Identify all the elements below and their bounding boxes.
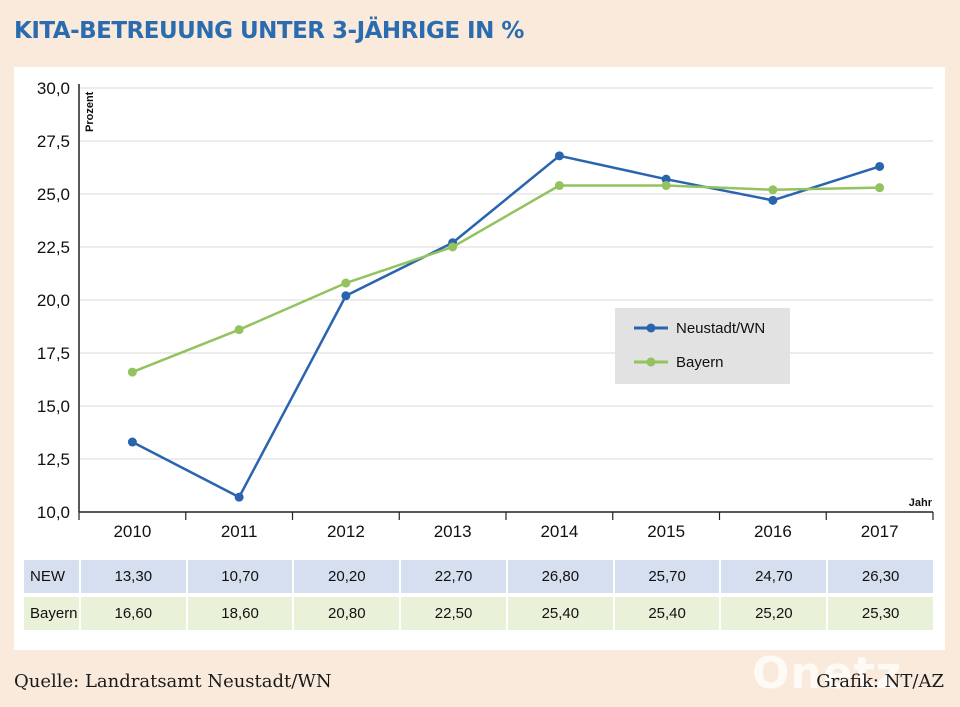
table-row-label: NEW [24,560,79,593]
data-point-neustadt [127,437,137,447]
data-point-neustadt [234,492,244,502]
x-tick-label: 2010 [113,522,151,541]
y-tick-label: 30,0 [37,79,70,98]
table-cell: 20,80 [294,597,400,630]
legend-swatch-marker-bayern [646,357,656,367]
line-chart: 10,0 12,5 15,0 17,5 20,0 22,5 25,0 27,5 30,0 2010… [37,79,934,541]
table-cell: 13,30 [80,560,186,593]
data-point-bayern [661,181,671,191]
y-tick-label: 25,0 [37,185,70,204]
x-tick-label: 2013 [434,522,472,541]
data-point-neustadt [768,195,778,205]
x-tick-label: 2011 [221,522,258,541]
y-tick-label: 17,5 [37,344,70,363]
watermark-logo: Onetz [752,648,903,699]
legend-swatch-marker-neustadt [646,323,656,333]
data-point-neustadt [661,174,671,184]
table-cell: 18,60 [187,597,293,630]
table-cell: 24,70 [721,560,827,593]
data-point-neustadt [554,151,564,161]
legend-label-bayern: Bayern [676,354,724,371]
data-table: NEW 13,30 10,70 20,20 22,70 26,80 25,70 24,70 26… [24,560,935,634]
y-tick-label: 20,0 [37,291,70,310]
y-axis-title: Prozent [84,91,96,132]
y-tick-label: 12,5 [37,450,70,469]
table-cell: 25,20 [721,597,827,630]
x-tick-label: 2017 [861,522,899,541]
table-cell: 22,70 [401,560,506,593]
y-tick-label: 22,5 [37,238,70,257]
table-cell: 26,80 [507,560,613,593]
graphic-credit: Grafik: NT/AZ [816,671,944,692]
data-point-bayern [127,367,137,377]
x-tick-label: 2016 [754,522,792,541]
table-cell: 26,30 [828,560,934,593]
series-line-bayern [131,184,880,374]
x-tick-label: 2014 [540,522,578,541]
table-row: Bayern 16,60 18,60 20,80 22,50 25,40 25,40 25,2… [24,597,935,630]
chart-title: KITA-BETREUUNG UNTER 3-JÄHRIGE IN % [14,18,524,44]
chart-panel: 10,0 12,5 15,0 17,5 20,0 22,5 25,0 27,5 30,0 2010… [14,67,945,650]
data-point-bayern [448,242,458,252]
data-point-bayern [875,183,885,193]
table-cell: 16,60 [80,597,186,630]
table-cell: 22,50 [401,597,506,630]
table-cell: 25,70 [614,560,720,593]
source-note: Quelle: Landratsamt Neustadt/WN [14,671,332,692]
legend-label-neustadt: Neustadt/WN [676,320,765,337]
series-line-neustadt [131,154,881,499]
table-cell: 25,30 [828,597,934,630]
legend-box [615,308,790,384]
table-cell: 25,40 [507,597,613,630]
y-tick-label: 10,0 [37,503,70,522]
y-tick-label: 27,5 [37,132,70,151]
data-point-bayern [768,185,778,195]
x-tick-label: 2012 [327,522,365,541]
table-row-label: Bayern [24,597,79,630]
table-cell: 10,70 [187,560,293,593]
data-point-neustadt [341,291,351,301]
table-cell: 20,20 [294,560,400,593]
x-axis-title: Jahr [909,497,933,509]
table-cell: 25,40 [614,597,720,630]
table-row: NEW 13,30 10,70 20,20 22,70 26,80 25,70 24,70 26… [24,560,935,593]
data-point-bayern [234,325,244,335]
x-tick-label: 2015 [647,522,685,541]
data-point-bayern [341,278,351,288]
data-point-neustadt [875,161,885,171]
y-tick-label: 15,0 [37,397,70,416]
data-point-bayern [554,181,564,191]
